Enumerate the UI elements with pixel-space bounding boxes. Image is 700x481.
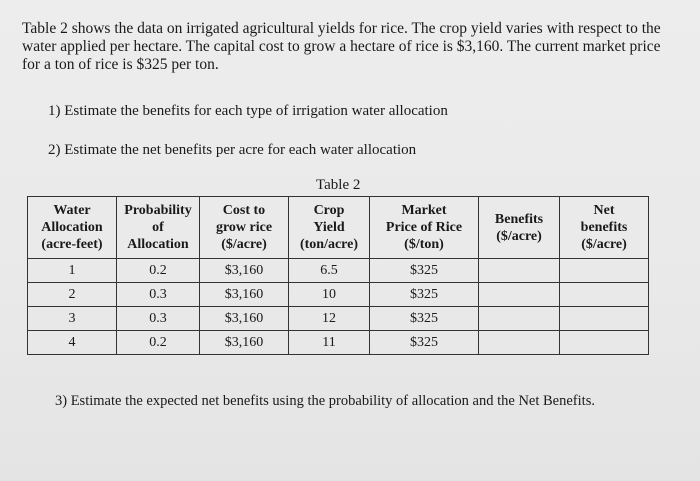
header-line: benefits xyxy=(580,220,628,235)
header-line: ($/acre) xyxy=(221,237,267,252)
table-cell: $325 xyxy=(369,282,479,307)
table-cell: 6.5 xyxy=(288,258,370,283)
table-cell xyxy=(478,306,560,331)
table-cell: $3,160 xyxy=(199,258,289,283)
table-header-row: Water Allocation (acre-feet) Probability of A… xyxy=(27,196,649,259)
table-row: 4 0.2 $3,160 11 $325 xyxy=(27,330,649,355)
table-cell xyxy=(478,330,560,355)
table-cell xyxy=(559,306,649,331)
table-caption: Table 2 xyxy=(316,177,361,193)
table-cell: 4 xyxy=(27,330,117,355)
table-cell: 0.3 xyxy=(116,306,200,331)
header-line: Crop xyxy=(313,203,345,218)
table-cell: $3,160 xyxy=(199,330,289,355)
table-cell xyxy=(559,330,649,355)
header-line: Cost to xyxy=(222,203,266,218)
question-3: 3) Estimate the expected net benefits us… xyxy=(55,393,595,409)
table-cell: 2 xyxy=(27,282,117,307)
header-line: Probability xyxy=(124,203,192,218)
table-cell: $325 xyxy=(369,330,479,355)
header-crop-yield: Crop Yield (ton/acre) xyxy=(288,196,370,259)
table-body: 1 0.2 $3,160 6.5 $325 2 0.3 $3,160 10 $325 3 0.3 $3,… xyxy=(27,258,649,355)
header-line: Price of Rice xyxy=(385,220,463,235)
table-cell: 3 xyxy=(27,306,117,331)
header-line: ($/ton) xyxy=(404,237,444,252)
table-row: 2 0.3 $3,160 10 $325 xyxy=(27,282,649,307)
table-cell: 11 xyxy=(288,330,370,355)
header-line: Net xyxy=(593,203,615,218)
table-cell: 0.2 xyxy=(116,330,200,355)
intro-paragraph: Table 2 shows the data on irrigated agri… xyxy=(22,20,661,73)
question-2: 2) Estimate the net benefits per acre fo… xyxy=(48,142,417,158)
table-cell: $3,160 xyxy=(199,282,289,307)
table-cell xyxy=(559,282,649,307)
header-line: Yield xyxy=(313,220,345,235)
header-net-benefits: Net benefits ($/acre) xyxy=(559,196,649,259)
header-line: Water xyxy=(53,203,91,218)
header-line: Market xyxy=(401,203,447,218)
header-line: of xyxy=(152,220,164,235)
header-line: (ton/acre) xyxy=(299,237,359,252)
table-cell xyxy=(478,258,560,283)
table-cell xyxy=(478,282,560,307)
header-line: (acre-feet) xyxy=(41,237,103,252)
header-line: Benefits xyxy=(494,211,544,227)
rice-yield-table: Water Allocation (acre-feet) Probability of A… xyxy=(27,196,649,355)
table-cell: 0.3 xyxy=(116,282,200,307)
question-1: 1) Estimate the benefits for each type o… xyxy=(48,103,448,119)
table-cell: 10 xyxy=(288,282,370,307)
table-row: 1 0.2 $3,160 6.5 $325 xyxy=(27,258,649,283)
table-cell: $325 xyxy=(369,258,479,283)
table-cell: $3,160 xyxy=(199,306,289,331)
header-benefits: Benefits ($/acre) xyxy=(478,196,560,259)
header-water-allocation: Water Allocation (acre-feet) xyxy=(27,196,117,259)
header-probability: Probability of Allocation xyxy=(116,196,200,259)
table-cell: 0.2 xyxy=(116,258,200,283)
table-row: 3 0.3 $3,160 12 $325 xyxy=(27,306,649,331)
header-line: Allocation xyxy=(127,237,189,252)
table-cell: 1 xyxy=(27,258,117,283)
table-cell xyxy=(559,258,649,283)
header-cost: Cost to grow rice ($/acre) xyxy=(199,196,289,259)
header-line: Allocation xyxy=(41,220,103,235)
header-line: grow rice xyxy=(215,220,273,235)
header-market-price: Market Price of Rice ($/ton) xyxy=(369,196,479,259)
header-line: ($/acre) xyxy=(496,228,542,244)
table-cell: 12 xyxy=(288,306,370,331)
table-cell: $325 xyxy=(369,306,479,331)
header-line: ($/acre) xyxy=(581,237,627,252)
